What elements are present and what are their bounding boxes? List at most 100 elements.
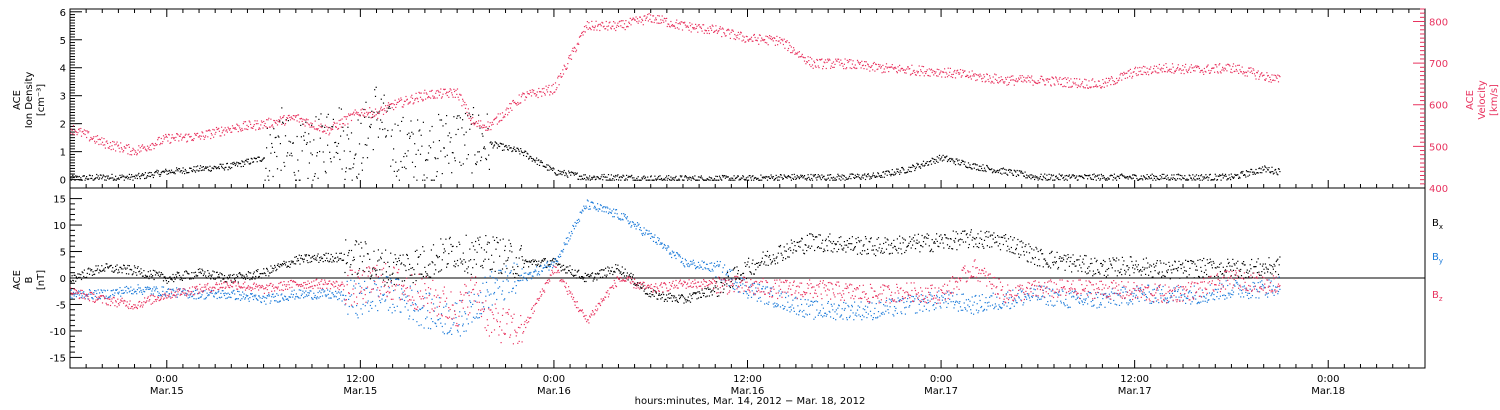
velocity-point xyxy=(749,38,751,40)
density-point xyxy=(505,144,507,147)
bx-point xyxy=(468,260,470,262)
velocity-point xyxy=(71,129,73,131)
velocity-point xyxy=(1123,71,1125,73)
velocity-point xyxy=(621,26,623,29)
density-point xyxy=(143,174,145,176)
bx-point xyxy=(698,291,700,293)
density-point xyxy=(365,101,367,103)
velocity-point xyxy=(1030,77,1032,79)
density-point xyxy=(537,159,539,162)
velocity-point xyxy=(1081,82,1083,85)
bx-point xyxy=(269,272,271,274)
density-point xyxy=(464,112,467,115)
bx-point xyxy=(854,247,856,249)
velocity-point xyxy=(72,133,74,135)
velocity-point xyxy=(1146,67,1148,69)
density-point xyxy=(520,150,522,152)
bx-point xyxy=(500,272,502,274)
density-point xyxy=(515,150,517,152)
density-point xyxy=(894,173,896,176)
velocity-point xyxy=(260,124,262,126)
velocity-point xyxy=(1068,86,1070,88)
bx-point xyxy=(337,256,339,258)
bx-point xyxy=(1032,258,1034,260)
velocity-point xyxy=(350,119,353,122)
bx-point xyxy=(184,271,186,273)
density-point xyxy=(772,176,774,178)
density-point xyxy=(592,176,594,178)
velocity-point xyxy=(720,28,722,30)
density-point xyxy=(337,152,339,154)
velocity-point xyxy=(833,66,835,68)
density-point xyxy=(814,174,816,176)
bx-point xyxy=(989,246,991,248)
bx-point xyxy=(358,268,361,270)
velocity-point xyxy=(1209,72,1211,74)
bx-point xyxy=(878,247,880,249)
density-point xyxy=(184,173,186,175)
bx-point xyxy=(747,261,749,263)
bx-point xyxy=(559,263,561,265)
velocity-point xyxy=(810,65,812,68)
bx-point xyxy=(885,248,888,250)
density-point xyxy=(1049,179,1051,181)
velocity-point xyxy=(191,139,194,141)
density-point xyxy=(702,178,704,181)
bx-point xyxy=(979,237,981,239)
density-point xyxy=(155,171,157,173)
velocity-point xyxy=(1132,75,1134,77)
density-point xyxy=(792,177,794,179)
bx-point xyxy=(645,293,647,295)
density-point xyxy=(579,175,581,177)
bx-point xyxy=(904,239,906,241)
density-point xyxy=(509,147,511,149)
density-point xyxy=(983,167,986,169)
density-point xyxy=(195,166,197,168)
ytick-label-velocity: 600 xyxy=(1429,101,1448,112)
bx-point xyxy=(186,271,188,273)
density-point xyxy=(1243,174,1245,176)
bx-point xyxy=(151,276,153,278)
bx-point xyxy=(1124,273,1126,275)
velocity-point xyxy=(594,25,596,27)
velocity-point xyxy=(1072,81,1074,83)
bx-point xyxy=(700,296,702,298)
velocity-point xyxy=(973,73,975,75)
density-point xyxy=(333,156,335,158)
density-point xyxy=(793,173,795,175)
bx-point xyxy=(153,278,155,281)
velocity-point xyxy=(1193,70,1195,72)
velocity-point xyxy=(904,72,906,74)
bx-point xyxy=(1045,263,1047,265)
velocity-point xyxy=(92,137,94,139)
density-point xyxy=(605,179,607,181)
bx-point xyxy=(492,236,494,238)
density-point xyxy=(1259,172,1261,174)
bx-point xyxy=(885,241,887,243)
velocity-point xyxy=(1080,84,1082,86)
velocity-point xyxy=(763,40,765,42)
bx-point xyxy=(221,274,223,276)
density-point xyxy=(327,144,329,146)
velocity-point xyxy=(822,65,824,67)
bx-point xyxy=(302,259,304,261)
density-point xyxy=(338,107,340,109)
velocity-point xyxy=(109,145,111,148)
density-point xyxy=(1166,174,1168,176)
velocity-point xyxy=(251,127,253,129)
velocity-point xyxy=(953,71,955,73)
bx-point xyxy=(254,278,256,280)
density-point xyxy=(231,162,234,164)
bx-point xyxy=(599,270,601,272)
density-point xyxy=(1224,175,1226,177)
velocity-point xyxy=(175,136,177,138)
velocity-point xyxy=(266,127,268,129)
velocity-point xyxy=(173,137,175,139)
velocity-point xyxy=(797,51,799,53)
velocity-point xyxy=(358,114,361,116)
density-point xyxy=(1207,179,1209,181)
bx-point xyxy=(72,280,75,282)
velocity-point xyxy=(651,21,653,23)
velocity-point xyxy=(1240,71,1242,73)
bx-point xyxy=(896,238,898,240)
